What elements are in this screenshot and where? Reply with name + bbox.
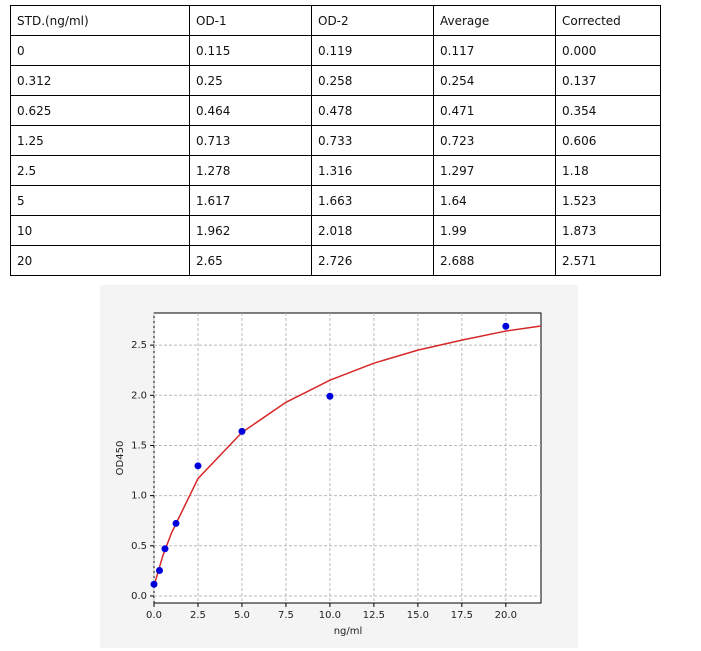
- table-cell: 1.25: [10, 125, 190, 156]
- table-row: 5 1.617 1.663 1.64 1.523: [10, 185, 661, 216]
- table-cell: 2.5: [10, 155, 190, 186]
- table-cell: 0.254: [433, 65, 556, 96]
- table-cell: 0.354: [555, 95, 661, 126]
- table-cell: 2.571: [555, 245, 661, 276]
- table-cell: 1.617: [189, 185, 312, 216]
- table-cell: OD-2: [311, 5, 434, 36]
- y-axis-label: OD450: [115, 441, 126, 476]
- table-cell: 0.625: [10, 95, 190, 126]
- data-point: [150, 580, 158, 588]
- table-cell: 2.726: [311, 245, 434, 276]
- plot-area: [153, 312, 542, 604]
- table-cell: 5: [10, 185, 190, 216]
- table-cell: 0.258: [311, 65, 434, 96]
- data-point: [326, 392, 334, 400]
- table-cell: 1.18: [555, 155, 661, 186]
- y-tick-label: 1.0: [131, 491, 147, 502]
- data-point: [238, 427, 246, 435]
- x-tick-label: 7.5: [278, 610, 294, 621]
- table-cell: 20: [10, 245, 190, 276]
- y-tick-label: 0.5: [131, 541, 147, 552]
- table-cell: 0.723: [433, 125, 556, 156]
- x-tick-label: 5.0: [234, 610, 250, 621]
- table-cell: 0.606: [555, 125, 661, 156]
- table-cell: Corrected: [555, 5, 661, 36]
- table-cell: 0.137: [555, 65, 661, 96]
- table-cell: 0.733: [311, 125, 434, 156]
- x-tick-label: 10.0: [319, 610, 341, 621]
- table-row: 0 0.115 0.119 0.117 0.000: [10, 35, 661, 66]
- table-cell: 1.64: [433, 185, 556, 216]
- table-cell: 0.115: [189, 35, 312, 66]
- table-cell: 1.297: [433, 155, 556, 186]
- table-row: 10 1.962 2.018 1.99 1.873: [10, 215, 661, 246]
- table-cell: 0.713: [189, 125, 312, 156]
- x-tick-label: 0.0: [146, 610, 162, 621]
- table-cell: OD-1: [189, 5, 312, 36]
- x-tick-label: 12.5: [363, 610, 385, 621]
- table-cell: Average: [433, 5, 556, 36]
- table-cell: 0.117: [433, 35, 556, 66]
- table-row: STD.(ng/ml) OD-1 OD-2 Average Corrected: [10, 5, 661, 36]
- data-point: [172, 519, 180, 527]
- x-tick-label: 2.5: [190, 610, 206, 621]
- data-point: [155, 566, 163, 574]
- chart: ng/ml OD450 0.0 2.5 5.0 7.5 10.0 12.5 15.0 17.5…: [100, 285, 578, 648]
- table-row: 0.312 0.25 0.258 0.254 0.137: [10, 65, 661, 96]
- table-row: 2.5 1.278 1.316 1.297 1.18: [10, 155, 661, 186]
- table-cell: 1.663: [311, 185, 434, 216]
- x-tick-label: 20.0: [495, 610, 517, 621]
- table-cell: 10: [10, 215, 190, 246]
- fit-curve: [153, 325, 542, 587]
- table-cell: 0.312: [10, 65, 190, 96]
- table-cell: 0.25: [189, 65, 312, 96]
- table-cell: 1.523: [555, 185, 661, 216]
- y-tick-label: 2.0: [131, 390, 147, 401]
- data-point: [161, 545, 169, 553]
- table-cell: 2.65: [189, 245, 312, 276]
- table-cell: 2.688: [433, 245, 556, 276]
- table-cell: 0.000: [555, 35, 661, 66]
- table-cell: 1.873: [555, 215, 661, 246]
- data-point: [502, 322, 510, 330]
- x-axis-label: ng/ml: [334, 626, 363, 637]
- table-cell: 0.471: [433, 95, 556, 126]
- table-cell: 1.278: [189, 155, 312, 186]
- table-row: 0.625 0.464 0.478 0.471 0.354: [10, 95, 661, 126]
- y-tick-label: 1.5: [131, 440, 147, 451]
- table-row: 20 2.65 2.726 2.688 2.571: [10, 245, 661, 276]
- table-row: 1.25 0.713 0.733 0.723 0.606: [10, 125, 661, 156]
- table-cell: 2.018: [311, 215, 434, 246]
- data-point: [194, 462, 202, 470]
- y-tick-label: 0.0: [131, 591, 147, 602]
- data-table: STD.(ng/ml) OD-1 OD-2 Average Corrected 0 0.11…: [10, 5, 661, 276]
- table-cell: 1.99: [433, 215, 556, 246]
- table-cell: 0.119: [311, 35, 434, 66]
- x-tick-label: 17.5: [451, 610, 473, 621]
- table-cell: 0.464: [189, 95, 312, 126]
- table-cell: 0.478: [311, 95, 434, 126]
- y-tick-label: 2.5: [131, 340, 147, 351]
- x-tick-label: 15.0: [407, 610, 429, 621]
- table-cell: 0: [10, 35, 190, 66]
- table-cell: 1.316: [311, 155, 434, 186]
- table-cell: 1.962: [189, 215, 312, 246]
- table-cell: STD.(ng/ml): [10, 5, 190, 36]
